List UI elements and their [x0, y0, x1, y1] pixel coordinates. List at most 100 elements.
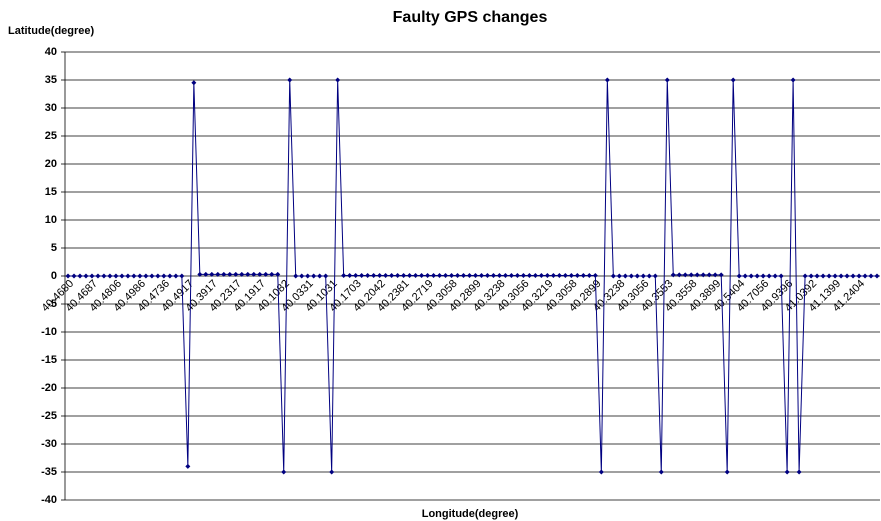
data-point [383, 272, 389, 278]
data-point [772, 273, 778, 279]
data-point [496, 272, 502, 278]
data-point [413, 272, 419, 278]
data-point [323, 273, 329, 279]
data-point [754, 273, 760, 279]
data-point [215, 271, 221, 277]
data-point [688, 272, 694, 278]
data-point [359, 272, 365, 278]
data-point [598, 469, 604, 475]
y-tick-label: 10 [45, 214, 57, 226]
data-point [700, 272, 706, 278]
series-line [67, 79, 878, 473]
data-point [790, 77, 796, 83]
data-point [287, 77, 293, 83]
data-point [670, 272, 676, 278]
data-point [478, 272, 484, 278]
data-point [850, 273, 856, 279]
data-point [778, 273, 784, 279]
data-point [550, 272, 556, 278]
data-point [628, 273, 634, 279]
y-tick-label: 15 [45, 186, 57, 198]
data-point [419, 272, 425, 278]
data-point [155, 273, 161, 279]
data-point [143, 273, 149, 279]
data-point [347, 272, 353, 278]
data-point [197, 271, 203, 277]
data-point [604, 77, 610, 83]
data-point [209, 271, 215, 277]
chart-title: Faulty GPS changes [393, 9, 548, 26]
y-axis-title: Latitude(degree) [8, 25, 95, 37]
data-point [532, 272, 538, 278]
data-point [706, 272, 712, 278]
data-point [101, 273, 107, 279]
data-point [239, 271, 245, 277]
data-point [676, 272, 682, 278]
y-tick-label: -25 [41, 410, 57, 422]
data-point [718, 272, 724, 278]
data-point [766, 273, 772, 279]
data-point [377, 272, 383, 278]
data-point [760, 273, 766, 279]
data-point [269, 271, 275, 277]
data-point [856, 273, 862, 279]
data-point [832, 273, 838, 279]
data-point [149, 273, 155, 279]
data-point [341, 272, 347, 278]
data-point [125, 273, 131, 279]
data-point [610, 273, 616, 279]
x-axis-title: Longitude(degree) [422, 508, 519, 520]
data-point [335, 77, 341, 83]
y-tick-label: 0 [51, 270, 57, 282]
y-tick-label: -40 [41, 494, 57, 506]
y-tick-label: 35 [45, 74, 57, 86]
data-point [514, 272, 520, 278]
data-point [526, 272, 532, 278]
data-point [646, 273, 652, 279]
data-point [107, 273, 113, 279]
data-point [724, 469, 730, 475]
y-tick-label: -20 [41, 382, 57, 394]
data-point [814, 273, 820, 279]
data-point [71, 273, 77, 279]
data-point [652, 273, 658, 279]
data-point [233, 271, 239, 277]
data-point [634, 273, 640, 279]
data-point [83, 273, 89, 279]
data-point [682, 272, 688, 278]
y-tick-label: -10 [41, 326, 57, 338]
data-point [868, 273, 874, 279]
data-point [179, 273, 185, 279]
data-point [257, 271, 263, 277]
data-point [712, 272, 718, 278]
data-point [329, 469, 335, 475]
data-point [838, 273, 844, 279]
data-point [826, 273, 832, 279]
data-point [694, 272, 700, 278]
data-point [161, 273, 167, 279]
data-point [562, 272, 568, 278]
y-tick-label: 30 [45, 102, 57, 114]
data-point [461, 272, 467, 278]
data-point [371, 272, 377, 278]
data-point [275, 271, 281, 277]
data-point [389, 272, 395, 278]
data-point [658, 469, 664, 475]
data-point [437, 272, 443, 278]
data-point [484, 272, 490, 278]
data-point [95, 273, 101, 279]
data-point [580, 272, 586, 278]
data-point [227, 271, 233, 277]
data-point [586, 272, 592, 278]
data-point [784, 469, 790, 475]
data-point [401, 272, 407, 278]
y-tick-label: 5 [51, 242, 57, 254]
data-point [131, 273, 137, 279]
data-point [544, 272, 550, 278]
data-point [203, 271, 209, 277]
data-point [490, 272, 496, 278]
data-point [281, 469, 287, 475]
data-point [820, 273, 826, 279]
